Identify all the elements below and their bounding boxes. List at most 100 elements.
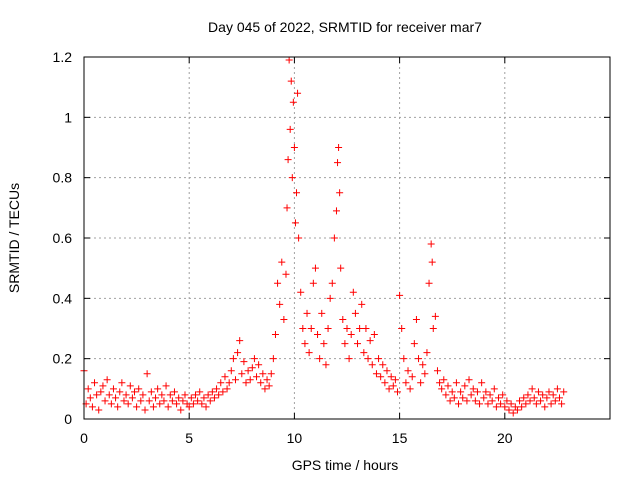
data-point — [271, 331, 279, 339]
data-point — [219, 388, 227, 396]
data-point — [164, 403, 172, 411]
data-point — [455, 400, 463, 408]
data-point — [396, 291, 404, 299]
data-point — [154, 385, 162, 393]
data-point — [499, 391, 507, 399]
data-point — [528, 385, 536, 393]
data-point — [539, 391, 547, 399]
data-point — [490, 385, 498, 393]
data-point — [419, 361, 427, 369]
data-point — [433, 367, 441, 375]
data-point — [91, 379, 99, 387]
data-point — [345, 355, 353, 363]
data-point — [156, 400, 164, 408]
data-point — [339, 315, 347, 323]
data-point — [410, 340, 418, 348]
data-point — [141, 406, 149, 414]
data-point — [354, 340, 362, 348]
data-point — [425, 279, 433, 287]
data-point — [204, 391, 212, 399]
data-point — [149, 403, 157, 411]
data-point — [86, 394, 94, 402]
data-point — [133, 403, 141, 411]
data-point — [547, 400, 555, 408]
y-tick-label: 0.4 — [53, 290, 73, 306]
data-point — [513, 406, 521, 414]
data-point — [465, 376, 473, 384]
data-point — [145, 397, 153, 405]
data-point — [530, 394, 538, 402]
data-point — [179, 397, 187, 405]
data-point — [276, 300, 284, 308]
data-point — [93, 391, 101, 399]
data-point — [213, 385, 221, 393]
data-point — [360, 349, 368, 357]
data-point — [287, 77, 295, 85]
plot-frame — [83, 56, 611, 420]
data-point — [282, 270, 290, 278]
data-point — [349, 288, 357, 296]
data-point — [501, 403, 509, 411]
grid-lines — [84, 57, 610, 419]
data-point — [553, 385, 561, 393]
data-point — [124, 400, 132, 408]
data-point — [261, 385, 269, 393]
data-point — [101, 397, 109, 405]
data-point — [492, 403, 500, 411]
data-point — [162, 382, 170, 390]
data-point — [520, 394, 528, 402]
data-point — [240, 358, 248, 366]
data-point — [84, 385, 92, 393]
data-point — [173, 400, 181, 408]
data-point — [507, 400, 515, 408]
data-point — [231, 376, 239, 384]
data-point — [210, 394, 218, 402]
data-point — [114, 403, 122, 411]
data-point — [463, 397, 471, 405]
data-point — [289, 98, 297, 106]
data-point — [406, 385, 414, 393]
data-point — [366, 337, 374, 345]
data-point — [139, 391, 147, 399]
data-point — [389, 382, 397, 390]
data-point — [444, 382, 452, 390]
data-point — [370, 331, 378, 339]
data-point — [467, 391, 475, 399]
data-point — [427, 240, 435, 248]
data-point — [221, 373, 229, 381]
data-point — [368, 361, 376, 369]
data-point — [170, 388, 178, 396]
data-point — [448, 388, 456, 396]
data-point — [147, 388, 155, 396]
data-point — [518, 403, 526, 411]
data-point — [398, 325, 406, 332]
y-axis-label: SRMTID / TECUs — [6, 183, 22, 293]
data-point — [269, 355, 277, 363]
data-point — [215, 391, 223, 399]
data-point — [423, 349, 431, 357]
data-point — [494, 394, 502, 402]
chart-title: Day 045 of 2022, SRMTID for receiver mar… — [208, 19, 482, 35]
data-point — [524, 391, 532, 399]
data-point — [291, 219, 299, 227]
x-tick-label: 15 — [392, 430, 408, 446]
data-point — [324, 325, 332, 332]
data-point — [497, 400, 505, 408]
data-point — [143, 370, 151, 378]
data-point — [160, 397, 168, 405]
data-point — [248, 364, 256, 372]
data-point — [442, 391, 450, 399]
data-point — [175, 394, 183, 402]
data-point — [379, 361, 387, 369]
data-point — [534, 388, 542, 396]
data-point — [253, 373, 261, 381]
data-point — [236, 337, 244, 345]
y-tick-label: 0.2 — [53, 351, 73, 367]
data-point — [116, 388, 124, 396]
data-point — [473, 388, 481, 396]
data-point — [351, 309, 359, 317]
data-point — [421, 370, 429, 378]
data-point — [408, 373, 416, 381]
y-tick-label: 0 — [64, 411, 72, 427]
axis-ticks — [83, 56, 610, 420]
